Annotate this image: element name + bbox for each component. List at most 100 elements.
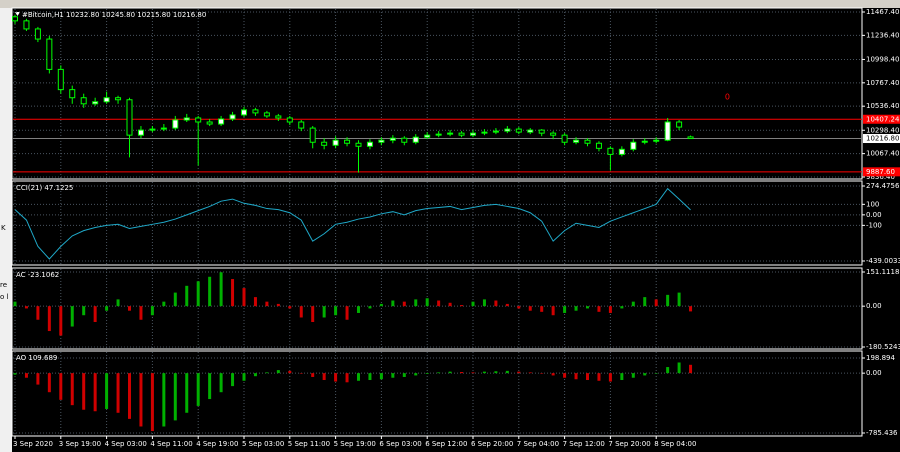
histogram-bar xyxy=(620,306,624,309)
y-tick-label: 10767.40 xyxy=(866,79,899,87)
pane-title: AC -23.1062 xyxy=(16,271,59,279)
histogram-bar xyxy=(185,285,189,307)
histogram-bar xyxy=(242,373,246,381)
histogram-bar xyxy=(265,372,269,374)
histogram-bar xyxy=(196,281,200,307)
histogram-bar xyxy=(105,306,109,311)
candle-body xyxy=(321,141,328,146)
candle-body xyxy=(46,38,53,70)
candle-body xyxy=(378,139,385,143)
histogram-bar xyxy=(643,373,647,376)
candle-body xyxy=(641,140,648,143)
pane-frame xyxy=(11,180,863,266)
histogram-bar xyxy=(689,306,693,312)
histogram-bar xyxy=(391,300,395,307)
candle-body xyxy=(664,121,671,141)
histogram-bar xyxy=(448,371,452,374)
candle-body xyxy=(424,134,431,138)
histogram-bar xyxy=(357,306,360,313)
histogram-bar xyxy=(150,306,154,316)
candle-body xyxy=(275,115,282,119)
histogram-bar xyxy=(150,373,154,432)
x-tick-label: 4 Sep 11:00 xyxy=(150,440,192,448)
sidebar-text: re xyxy=(0,281,7,289)
histogram-bar xyxy=(563,373,567,378)
x-tick-label: 8 Sep 04:00 xyxy=(654,440,696,448)
candle-body xyxy=(584,139,591,144)
candle-body xyxy=(561,134,568,143)
histogram-bar xyxy=(334,306,338,316)
x-tick-label: 3 Sep 19:00 xyxy=(59,440,101,448)
histogram-bar xyxy=(219,272,223,307)
candle-body xyxy=(401,137,408,143)
histogram-bar xyxy=(540,373,544,374)
toolbar[interactable] xyxy=(0,0,900,8)
candle-body xyxy=(687,136,694,140)
candle-body xyxy=(447,132,454,135)
histogram-bar xyxy=(425,298,429,307)
histogram-bar xyxy=(505,370,509,374)
y-tick-label: 11467.40 xyxy=(866,8,899,16)
x-tick-label: 6 Sep 12:00 xyxy=(425,440,467,448)
pane-title: CCI(21) 47.1225 xyxy=(16,184,73,192)
x-tick-label: 7 Sep 20:00 xyxy=(608,440,650,448)
candle-body xyxy=(630,141,637,150)
histogram-bar xyxy=(345,306,349,320)
histogram-bar xyxy=(139,306,143,320)
x-tick-label: 4 Sep 19:00 xyxy=(196,440,238,448)
histogram-bar xyxy=(36,306,40,320)
x-tick-label: 6 Sep 20:00 xyxy=(471,440,513,448)
histogram-bar xyxy=(185,373,189,413)
histogram-bar xyxy=(334,373,338,382)
histogram-bar xyxy=(59,373,63,400)
x-tick-label: 4 Sep 03:00 xyxy=(105,440,147,448)
histogram-bar xyxy=(93,306,97,323)
histogram-bar xyxy=(402,301,406,307)
y-tick-label: 9836.40 xyxy=(866,173,895,181)
histogram-bar xyxy=(460,372,464,374)
x-tick-label: 7 Sep 04:00 xyxy=(517,440,559,448)
histogram-bar xyxy=(13,373,17,375)
histogram-bar xyxy=(540,306,544,312)
histogram-bar xyxy=(253,373,257,377)
histogram-bar xyxy=(654,299,658,307)
candle-body xyxy=(115,97,122,101)
histogram-bar xyxy=(597,306,601,312)
candle-body xyxy=(241,109,247,116)
candle-body xyxy=(263,112,270,117)
histogram-bar xyxy=(162,301,166,307)
candle-body xyxy=(366,141,373,147)
y-tick-label: 198.894 xyxy=(866,354,895,362)
histogram-bar xyxy=(173,373,177,421)
candle-body xyxy=(69,89,76,99)
histogram-bar xyxy=(162,373,166,427)
dropdown-icon[interactable] xyxy=(15,12,20,16)
y-tick-label: 151.1118 xyxy=(866,268,899,276)
candle-body xyxy=(183,117,190,121)
histogram-bar xyxy=(517,371,521,374)
candle-body xyxy=(252,109,259,114)
candle-body xyxy=(538,129,545,134)
histogram-bar xyxy=(425,373,429,374)
y-tick-label: 0.00 xyxy=(866,211,882,219)
sidebar-text: K xyxy=(1,224,6,232)
histogram-bar xyxy=(311,306,315,323)
histogram-bar xyxy=(551,373,555,376)
histogram-bar xyxy=(379,303,383,307)
histogram-bar xyxy=(517,306,521,309)
candle-body xyxy=(172,119,179,129)
candle-body xyxy=(12,16,18,22)
level-label-box xyxy=(863,114,900,124)
histogram-bar xyxy=(276,303,280,307)
histogram-bar xyxy=(677,362,681,374)
histogram-bar xyxy=(448,302,452,307)
histogram-bar xyxy=(368,373,372,381)
pane-frame xyxy=(11,267,863,350)
x-tick-label: 3 Sep 2020 xyxy=(13,440,53,448)
histogram-bar xyxy=(666,294,670,307)
candle-body xyxy=(492,130,499,133)
histogram-bar xyxy=(494,300,498,307)
cci-line xyxy=(14,187,691,260)
histogram-bar xyxy=(36,373,40,385)
histogram-bar xyxy=(677,292,681,307)
